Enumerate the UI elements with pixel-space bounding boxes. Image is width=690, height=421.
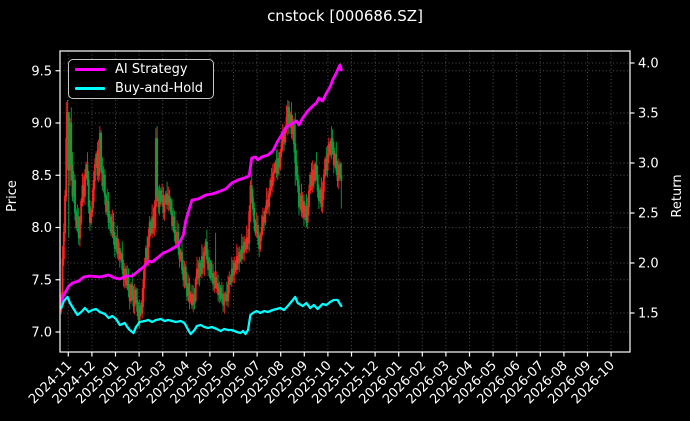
right-tick-label: 3.0 — [638, 157, 659, 172]
left-tick-label: 7.5 — [31, 273, 52, 288]
chart-title: cnstock [000686.SZ] — [267, 7, 423, 25]
left-tick-label: 9.0 — [31, 117, 52, 132]
left-axis-label: Price — [5, 180, 20, 212]
left-tick-label: 9.5 — [31, 64, 52, 79]
right-tick-label: 2.0 — [638, 257, 659, 272]
legend-item-buy-and-hold: Buy-and-Hold — [69, 81, 213, 96]
left-tick-label: 8.5 — [31, 169, 52, 184]
legend: AI Strategy Buy-and-Hold — [68, 59, 214, 99]
buy-and-hold-line-swatch — [75, 87, 105, 90]
ai-strategy-line-swatch — [75, 68, 105, 71]
right-axis-label: Return — [670, 174, 685, 218]
ai-strategy-series — [59, 63, 343, 303]
plot-border — [59, 50, 631, 353]
right-tick-label: 1.5 — [638, 307, 659, 322]
right-tick-label: 2.5 — [638, 207, 659, 222]
legend-label-ai-strategy: AI Strategy — [115, 62, 188, 77]
right-tick-label: 3.5 — [638, 107, 659, 122]
series-lines-layer — [59, 63, 343, 336]
right-tick-label: 4.0 — [638, 57, 659, 72]
legend-label-buy-and-hold: Buy-and-Hold — [115, 81, 204, 96]
candles-layer — [60, 100, 343, 329]
left-tick-label: 7.0 — [31, 326, 52, 341]
buy-and-hold-series — [60, 295, 343, 336]
left-tick-label: 8.0 — [31, 221, 52, 236]
legend-item-ai-strategy: AI Strategy — [69, 62, 213, 77]
